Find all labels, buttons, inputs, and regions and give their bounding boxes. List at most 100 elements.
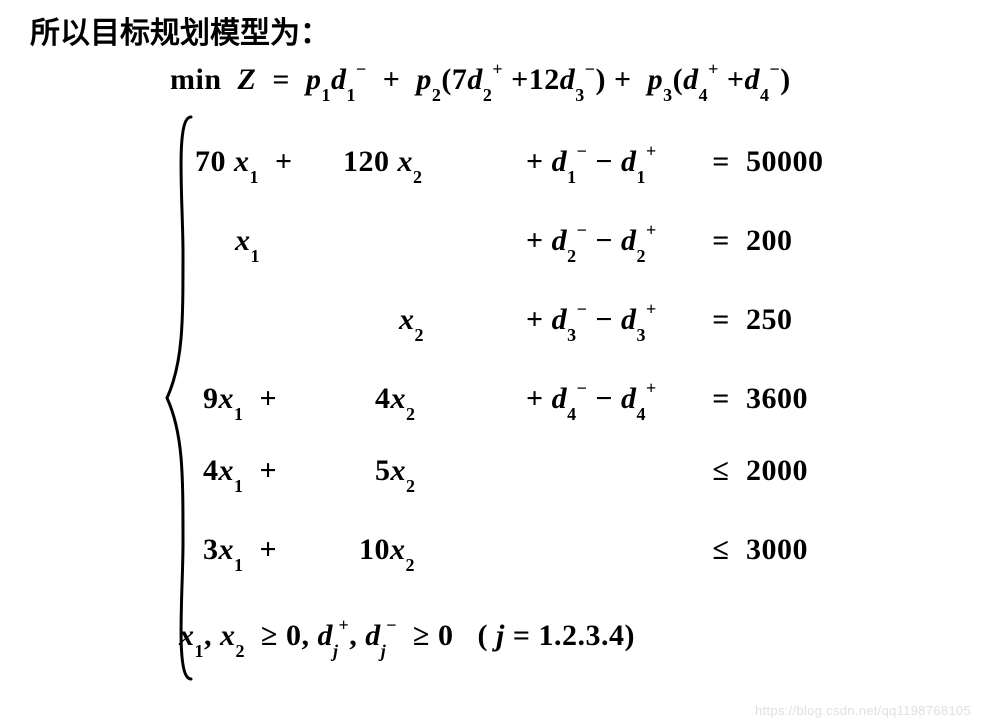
ds2: + xyxy=(646,299,657,319)
paren2: ) xyxy=(624,619,635,652)
rhs: 3000 xyxy=(746,510,866,589)
x1i: 1 xyxy=(250,167,260,187)
plus: + xyxy=(260,454,278,487)
djs2: − xyxy=(386,615,397,635)
constraint-rows: 70 x1 + 120 x2 + d1− − d1+ = 50000 x1 + … xyxy=(195,115,981,668)
d: d xyxy=(552,382,568,415)
dj2: d xyxy=(365,619,381,652)
seven: 7 xyxy=(452,63,468,96)
var-Z: Z xyxy=(238,63,257,96)
p2-idx: 2 xyxy=(432,85,442,105)
d1: d xyxy=(331,63,347,96)
paren: ( xyxy=(478,619,489,652)
x1i: 1 xyxy=(234,555,244,575)
plus-d: + xyxy=(526,382,544,415)
constraint-row: 9x1 + 4x2 + d4− − d4+ = 3600 xyxy=(195,352,981,431)
ge: ≥ xyxy=(413,619,430,652)
x2: x xyxy=(398,145,414,178)
p1: p xyxy=(306,63,322,96)
c2: 5 xyxy=(375,454,391,487)
x2i: 2 xyxy=(413,167,423,187)
comma: , xyxy=(204,619,212,652)
comma: , xyxy=(349,619,357,652)
d3-sign: − xyxy=(585,59,596,79)
constraint-row: x2 + d3− − d3+ = 250 xyxy=(195,273,981,352)
d1-sign: − xyxy=(356,59,367,79)
x1i: 1 xyxy=(251,246,261,266)
x1: x xyxy=(234,145,250,178)
dj2i: j xyxy=(381,641,387,661)
section-heading: 所以目标规划模型为： xyxy=(30,8,981,52)
d4b-sign: − xyxy=(769,59,780,79)
x1: x xyxy=(235,224,251,257)
zero: 0 xyxy=(286,619,302,652)
constraint-row: 4x1 + 5x2 ≤ 2000 xyxy=(195,431,981,510)
d: d xyxy=(552,145,568,178)
d4b: d xyxy=(744,63,760,96)
dji: j xyxy=(333,641,339,661)
x1: x xyxy=(219,382,235,415)
d2: d xyxy=(621,145,637,178)
plus: + xyxy=(275,145,293,178)
minus: − xyxy=(595,224,613,257)
x2: x xyxy=(391,382,407,415)
rhs: 250 xyxy=(746,280,866,359)
x2i: 2 xyxy=(236,641,246,661)
x2i: 2 xyxy=(406,476,416,496)
x2: x xyxy=(220,619,236,652)
d3-idx: 3 xyxy=(575,85,585,105)
plus-d: + xyxy=(526,145,544,178)
di: 3 xyxy=(567,325,577,345)
op: = xyxy=(704,359,738,438)
c2: 4 xyxy=(375,382,391,415)
d: d xyxy=(552,303,568,336)
eq-sign: = xyxy=(272,63,290,96)
x1: x xyxy=(219,454,235,487)
constraint-row: 3x1 + 10x2 ≤ 3000 xyxy=(195,510,981,589)
d2: d xyxy=(621,224,637,257)
twelve: 12 xyxy=(529,63,560,96)
x1i: 1 xyxy=(195,641,205,661)
rhs: 2000 xyxy=(746,431,866,510)
comma: , xyxy=(301,619,309,652)
c: 70 xyxy=(195,145,226,178)
op: ≤ xyxy=(704,431,738,510)
objective-function: min Z = p1d1− + p2(7d2+ +12d3−) + p3(d4+… xyxy=(170,62,981,101)
nonneg-row: x1, x2 ≥ 0, dj+, dj− ≥ 0 ( j = 1.2.3.4) xyxy=(179,589,981,668)
x2: x xyxy=(399,303,415,336)
x2i: 2 xyxy=(406,555,416,575)
c2: 120 xyxy=(343,145,390,178)
x2: x xyxy=(391,454,407,487)
op: = xyxy=(704,201,738,280)
constraint-system: 70 x1 + 120 x2 + d1− − d1+ = 50000 x1 + … xyxy=(195,115,981,668)
ds2: + xyxy=(646,378,657,398)
c: 3 xyxy=(203,533,219,566)
djs: + xyxy=(338,615,349,635)
minus: − xyxy=(595,382,613,415)
dj: d xyxy=(317,619,333,652)
d4b-idx: 4 xyxy=(760,85,770,105)
page: 所以目标规划模型为： min Z = p1d1− + p2(7d2+ +12d3… xyxy=(0,0,981,724)
x2i: 2 xyxy=(406,404,416,424)
d2i: 1 xyxy=(636,167,646,187)
d2i: 4 xyxy=(636,404,646,424)
di: 2 xyxy=(567,246,577,266)
x1: x xyxy=(219,533,235,566)
set: 1.2.3.4 xyxy=(538,619,624,652)
plus-d: + xyxy=(526,224,544,257)
d2: d xyxy=(467,63,483,96)
ds: − xyxy=(577,141,588,161)
zero: 0 xyxy=(438,619,454,652)
d2i: 3 xyxy=(636,325,646,345)
rhs: 200 xyxy=(746,201,866,280)
constraint-row: x1 + d2− − d2+ = 200 xyxy=(195,194,981,273)
p3-idx: 3 xyxy=(663,85,673,105)
x1i: 1 xyxy=(234,476,244,496)
x2: x xyxy=(390,533,406,566)
x1: x xyxy=(179,619,195,652)
rhs: 50000 xyxy=(746,122,866,201)
d2: d xyxy=(621,382,637,415)
x1i: 1 xyxy=(234,404,244,424)
rhs: 3600 xyxy=(746,359,866,438)
minus: − xyxy=(595,303,613,336)
